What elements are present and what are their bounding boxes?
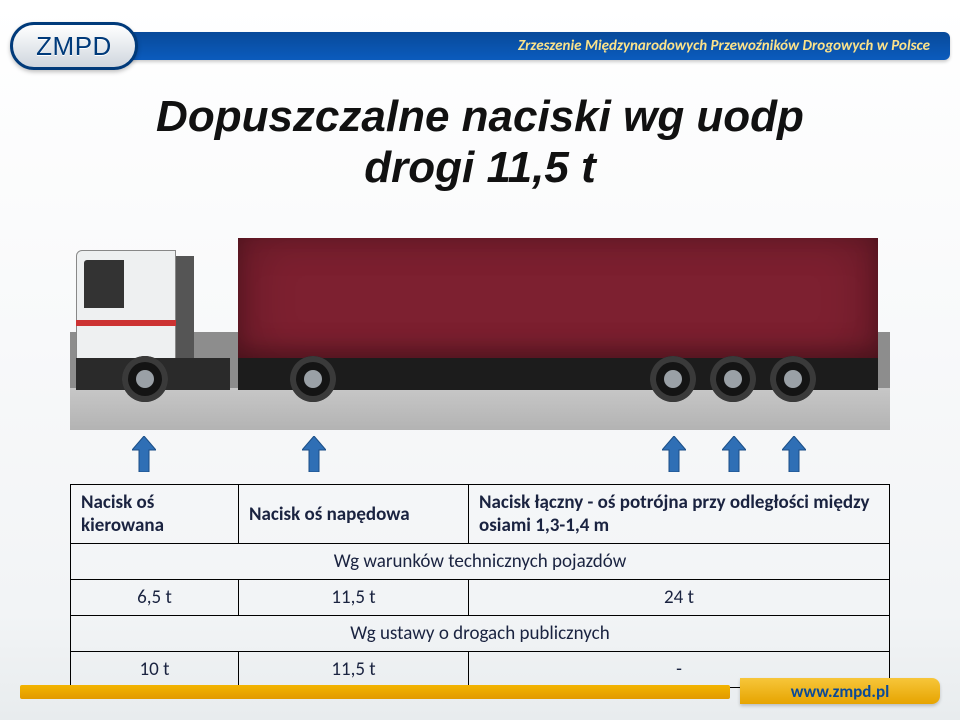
header-ribbon: Zrzeszenie Międzynarodowych Przewoźników… [110,32,950,60]
hub-icon [784,370,802,388]
arrow-up-icon [132,436,156,472]
col-header-steering-axle: Nacisk oś kierowana [71,485,239,544]
wheel-3 [650,356,696,402]
table-section-row: Wg ustawy o drogach publicznych [71,616,890,652]
wheel-5 [770,356,816,402]
table-header-row: Nacisk oś kierowana Nacisk oś napędowa N… [71,485,890,544]
slide-title-line2: drogi 11,5 t [0,143,960,194]
hub-icon [724,370,742,388]
col-header-triple-axle: Nacisk łączny - oś potrójna przy odległo… [469,485,890,544]
table-section-row: Wg warunków technicznych pojazdów [71,544,890,580]
arrow-up-icon [782,436,806,472]
section-public-roads: Wg ustawy o drogach publicznych [71,616,890,652]
cell-r1c3: 24 t [469,580,890,616]
hub-icon [304,370,322,388]
footer-url-pill: www.zmpd.pl [740,678,940,704]
arrow-up-icon [302,436,326,472]
wheel-1 [122,356,168,402]
cell-r1c2: 11,5 t [239,580,469,616]
footer-accent-bar [20,685,730,699]
wheel-2 [290,356,336,402]
axle-load-table: Nacisk oś kierowana Nacisk oś napędowa N… [70,484,890,688]
hub-icon [664,370,682,388]
footer-url: www.zmpd.pl [791,681,890,702]
slide: ZMPD Zrzeszenie Międzynarodowych Przewoź… [0,0,960,720]
cab-stripe [76,320,176,326]
col-header-drive-axle: Nacisk oś napędowa [239,485,469,544]
axle-arrows [70,436,890,476]
cab-back [176,256,194,360]
wheel-4 [710,356,756,402]
header-bar: ZMPD Zrzeszenie Międzynarodowych Przewoź… [10,18,950,74]
slide-title: Dopuszczalne naciski wg uodp drogi 11,5 … [0,92,960,193]
arrow-up-icon [722,436,746,472]
sidewalk [70,388,890,430]
trailer-tarp [238,238,878,360]
hub-icon [136,370,154,388]
section-technical: Wg warunków technicznych pojazdów [71,544,890,580]
footer: www.zmpd.pl [0,678,960,706]
header-org-title: Zrzeszenie Międzynarodowych Przewoźników… [518,37,930,55]
cell-r1c1: 6,5 t [71,580,239,616]
truck-illustration [70,220,890,430]
logo-pill: ZMPD [10,22,138,70]
arrow-up-icon [662,436,686,472]
cab-window [84,260,124,308]
table-row: 6,5 t 11,5 t 24 t [71,580,890,616]
slide-title-line1: Dopuszczalne naciski wg uodp [0,92,960,143]
logo-text: ZMPD [36,31,112,62]
